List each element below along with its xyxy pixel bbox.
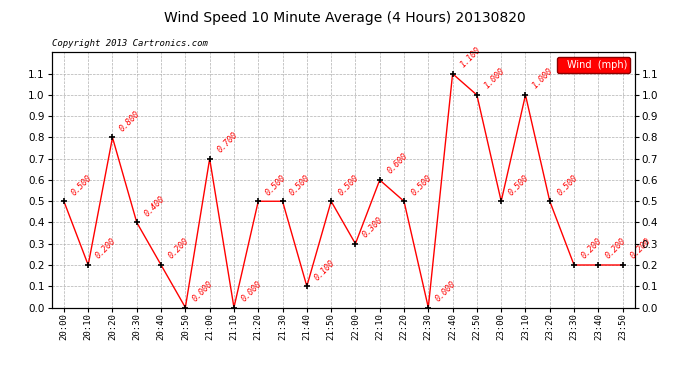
Text: Copyright 2013 Cartronics.com: Copyright 2013 Cartronics.com — [52, 39, 208, 48]
Text: 0.000: 0.000 — [191, 279, 215, 303]
Text: 0.100: 0.100 — [313, 258, 337, 282]
Text: 0.000: 0.000 — [239, 279, 264, 303]
Text: 0.200: 0.200 — [94, 237, 118, 261]
Text: 0.800: 0.800 — [118, 109, 142, 134]
Text: 0.300: 0.300 — [361, 216, 385, 240]
Text: 0.500: 0.500 — [337, 173, 361, 197]
Text: 0.200: 0.200 — [580, 237, 604, 261]
Text: 0.500: 0.500 — [506, 173, 531, 197]
Text: 0.700: 0.700 — [215, 130, 239, 154]
Text: 1.000: 1.000 — [482, 67, 506, 91]
Legend: Wind  (mph): Wind (mph) — [557, 57, 630, 73]
Text: 1.100: 1.100 — [458, 45, 482, 70]
Text: Wind Speed 10 Minute Average (4 Hours) 20130820: Wind Speed 10 Minute Average (4 Hours) 2… — [164, 11, 526, 25]
Text: 0.500: 0.500 — [410, 173, 433, 197]
Text: 0.500: 0.500 — [70, 173, 93, 197]
Text: 1.000: 1.000 — [531, 67, 555, 91]
Text: 0.400: 0.400 — [142, 194, 166, 218]
Text: 0.200: 0.200 — [604, 237, 628, 261]
Text: 0.600: 0.600 — [385, 152, 409, 176]
Text: 0.500: 0.500 — [555, 173, 580, 197]
Text: 0.200: 0.200 — [628, 237, 652, 261]
Text: 0.000: 0.000 — [434, 279, 458, 303]
Text: 0.200: 0.200 — [166, 237, 190, 261]
Text: 0.500: 0.500 — [288, 173, 312, 197]
Text: 0.500: 0.500 — [264, 173, 288, 197]
